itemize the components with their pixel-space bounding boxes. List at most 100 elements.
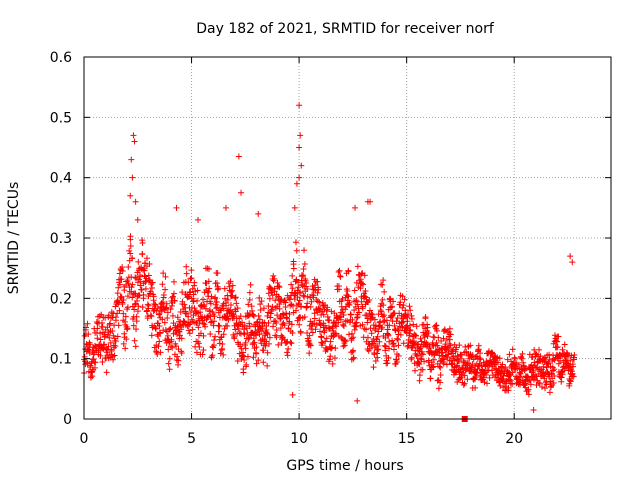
data-point xyxy=(380,302,387,309)
data-point xyxy=(190,298,197,305)
data-point xyxy=(148,285,155,292)
data-point xyxy=(347,311,354,318)
data-point xyxy=(187,275,194,282)
data-point xyxy=(210,342,217,349)
data-point xyxy=(481,379,488,386)
data-point xyxy=(208,293,215,300)
data-point xyxy=(561,341,568,348)
data-point xyxy=(420,329,427,336)
data-point xyxy=(258,328,265,335)
data-point xyxy=(409,315,416,322)
data-point xyxy=(494,359,501,366)
data-point xyxy=(346,299,353,306)
data-point xyxy=(440,335,447,342)
data-point xyxy=(128,156,135,163)
data-point xyxy=(133,313,140,320)
data-point xyxy=(515,361,522,368)
data-point xyxy=(555,333,562,340)
data-point xyxy=(429,364,436,371)
data-point xyxy=(294,287,301,294)
data-point xyxy=(350,334,357,341)
data-point xyxy=(241,331,248,338)
data-point xyxy=(449,347,456,354)
data-point xyxy=(94,335,101,342)
data-point xyxy=(132,274,139,281)
data-point xyxy=(567,253,574,260)
data-point xyxy=(97,330,104,337)
data-point xyxy=(320,311,327,318)
data-point xyxy=(327,338,334,345)
data-point xyxy=(293,247,300,254)
data-point xyxy=(232,295,239,302)
data-point xyxy=(332,322,339,329)
data-point xyxy=(395,336,402,343)
data-point xyxy=(194,297,201,304)
data-point xyxy=(298,162,305,169)
data-point xyxy=(296,174,303,181)
data-point xyxy=(344,287,351,294)
data-point xyxy=(232,294,239,301)
data-point xyxy=(199,317,206,324)
data-point xyxy=(242,345,249,352)
data-point xyxy=(467,342,474,349)
data-point xyxy=(354,313,361,320)
data-point xyxy=(349,316,356,323)
data-point xyxy=(359,321,366,328)
data-point xyxy=(131,306,138,313)
data-point xyxy=(215,328,222,335)
data-point xyxy=(352,298,359,305)
data-point xyxy=(296,297,303,304)
data-point xyxy=(159,281,166,288)
data-point xyxy=(120,310,127,317)
data-point xyxy=(326,317,333,324)
data-point xyxy=(358,280,365,287)
data-point xyxy=(233,300,240,307)
data-point xyxy=(262,342,269,349)
data-point xyxy=(195,340,202,347)
data-point xyxy=(543,381,550,388)
data-point xyxy=(353,297,360,304)
data-point xyxy=(148,313,155,320)
data-point xyxy=(341,336,348,343)
data-point xyxy=(211,313,218,320)
data-point xyxy=(165,346,172,353)
data-point xyxy=(296,321,303,328)
data-point xyxy=(182,310,189,317)
data-point xyxy=(318,334,325,341)
data-point xyxy=(260,359,267,366)
data-point xyxy=(231,335,238,342)
data-point xyxy=(162,273,169,280)
data-point xyxy=(394,314,401,321)
data-point xyxy=(246,320,253,327)
data-point xyxy=(327,353,334,360)
data-point xyxy=(422,313,429,320)
data-point xyxy=(333,323,340,330)
data-point xyxy=(435,346,442,353)
data-point xyxy=(178,335,185,342)
data-point xyxy=(380,318,387,325)
data-point xyxy=(212,294,219,301)
data-point xyxy=(114,290,121,297)
data-point xyxy=(282,304,289,311)
data-point xyxy=(277,325,284,332)
data-point xyxy=(352,320,359,327)
data-point xyxy=(504,356,511,363)
data-point xyxy=(417,355,424,362)
data-point xyxy=(275,341,282,348)
data-point xyxy=(129,174,136,181)
data-point xyxy=(404,318,411,325)
data-point xyxy=(164,314,171,321)
data-point xyxy=(381,312,388,319)
data-point xyxy=(129,294,136,301)
data-point xyxy=(238,189,245,196)
data-point xyxy=(181,301,188,308)
data-point xyxy=(154,305,161,312)
data-point xyxy=(266,283,273,290)
data-point xyxy=(196,344,203,351)
data-point xyxy=(183,263,190,270)
data-point xyxy=(416,372,423,379)
data-point xyxy=(134,279,141,286)
data-point xyxy=(425,357,432,364)
data-point xyxy=(433,327,440,334)
